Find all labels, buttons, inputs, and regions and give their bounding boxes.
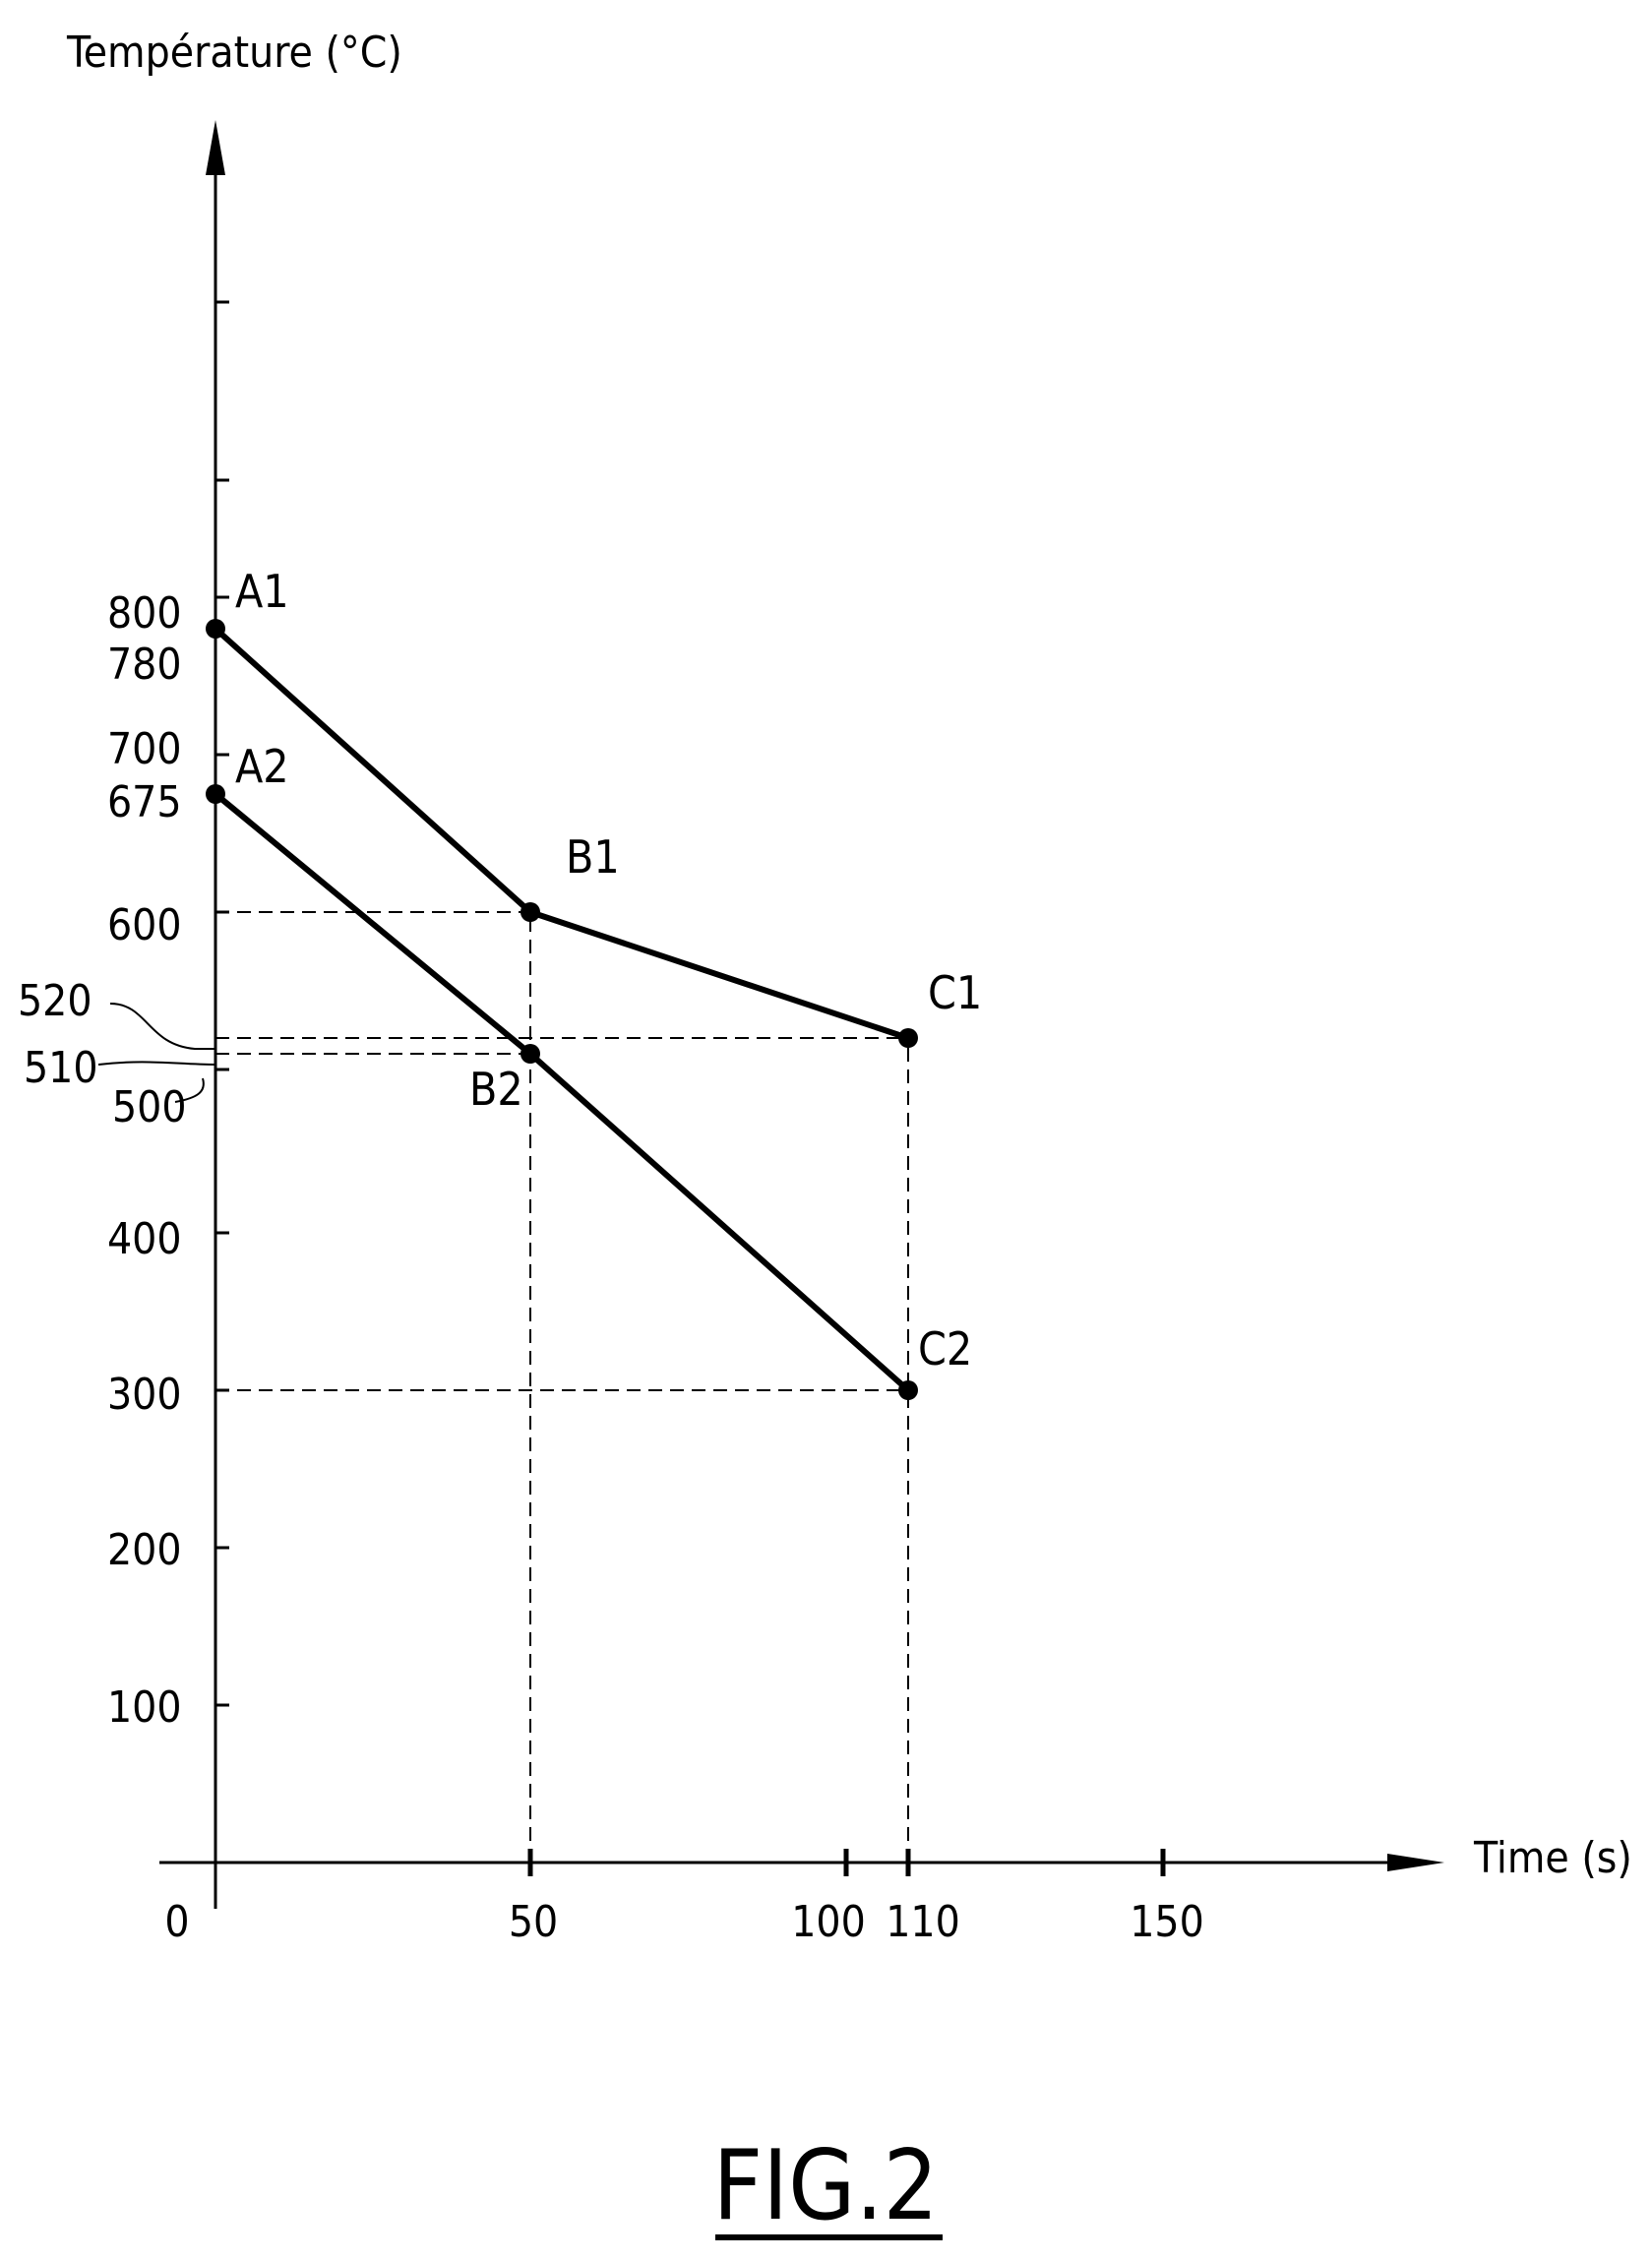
point-label: B1: [566, 830, 620, 884]
y-tick-label: 300: [107, 1370, 182, 1420]
y-tick-label: 500: [112, 1082, 187, 1132]
figure-label: FIG.2: [712, 2130, 938, 2242]
x-tick-label: 50: [509, 1897, 558, 1947]
leader-line-520: [109, 1003, 215, 1050]
y-axis-arrow: [206, 120, 225, 175]
x-tick-label: 150: [1130, 1897, 1204, 1947]
data-point: [520, 1044, 540, 1064]
y-tick-label: 100: [107, 1682, 182, 1733]
x-tick-label: 100: [791, 1897, 866, 1947]
x-axis-arrow: [1387, 1854, 1444, 1871]
point-label: A1: [235, 565, 289, 618]
y-tick-label: 400: [107, 1214, 182, 1264]
y-tick-label: 200: [107, 1525, 182, 1575]
ticks: [215, 300, 1166, 1876]
point-label: C1: [928, 966, 982, 1019]
point-label: C2: [918, 1322, 972, 1375]
data-point: [898, 1028, 918, 1048]
data-point: [206, 784, 225, 804]
y-axis-label: Température (°C): [66, 28, 402, 78]
x-tick-label: 110: [886, 1897, 960, 1947]
guide-lines: [215, 911, 909, 1863]
x-origin-label: 0: [164, 1897, 189, 1947]
point-label: B2: [469, 1063, 523, 1116]
y-tick-label: 675: [107, 777, 182, 827]
y-tick-label: 600: [107, 900, 182, 950]
x-axis-label: Time (s): [1473, 1833, 1632, 1883]
series-line-1: [213, 626, 909, 1041]
leader-line-500: [174, 1077, 205, 1103]
data-point: [520, 902, 540, 922]
y-tick-label: 800: [107, 588, 182, 639]
series-line-2: [214, 791, 910, 1393]
y-tick-label: 520: [18, 976, 92, 1026]
y-tick-label: 780: [107, 640, 182, 690]
leader-line-510: [97, 1061, 216, 1066]
data-point: [898, 1380, 918, 1400]
point-label: A2: [235, 740, 289, 793]
y-tick-label: 510: [24, 1043, 98, 1093]
axes: [159, 120, 1444, 1909]
y-tick-label: 700: [107, 724, 182, 774]
series-lines: [206, 619, 918, 1400]
data-point: [206, 619, 225, 639]
